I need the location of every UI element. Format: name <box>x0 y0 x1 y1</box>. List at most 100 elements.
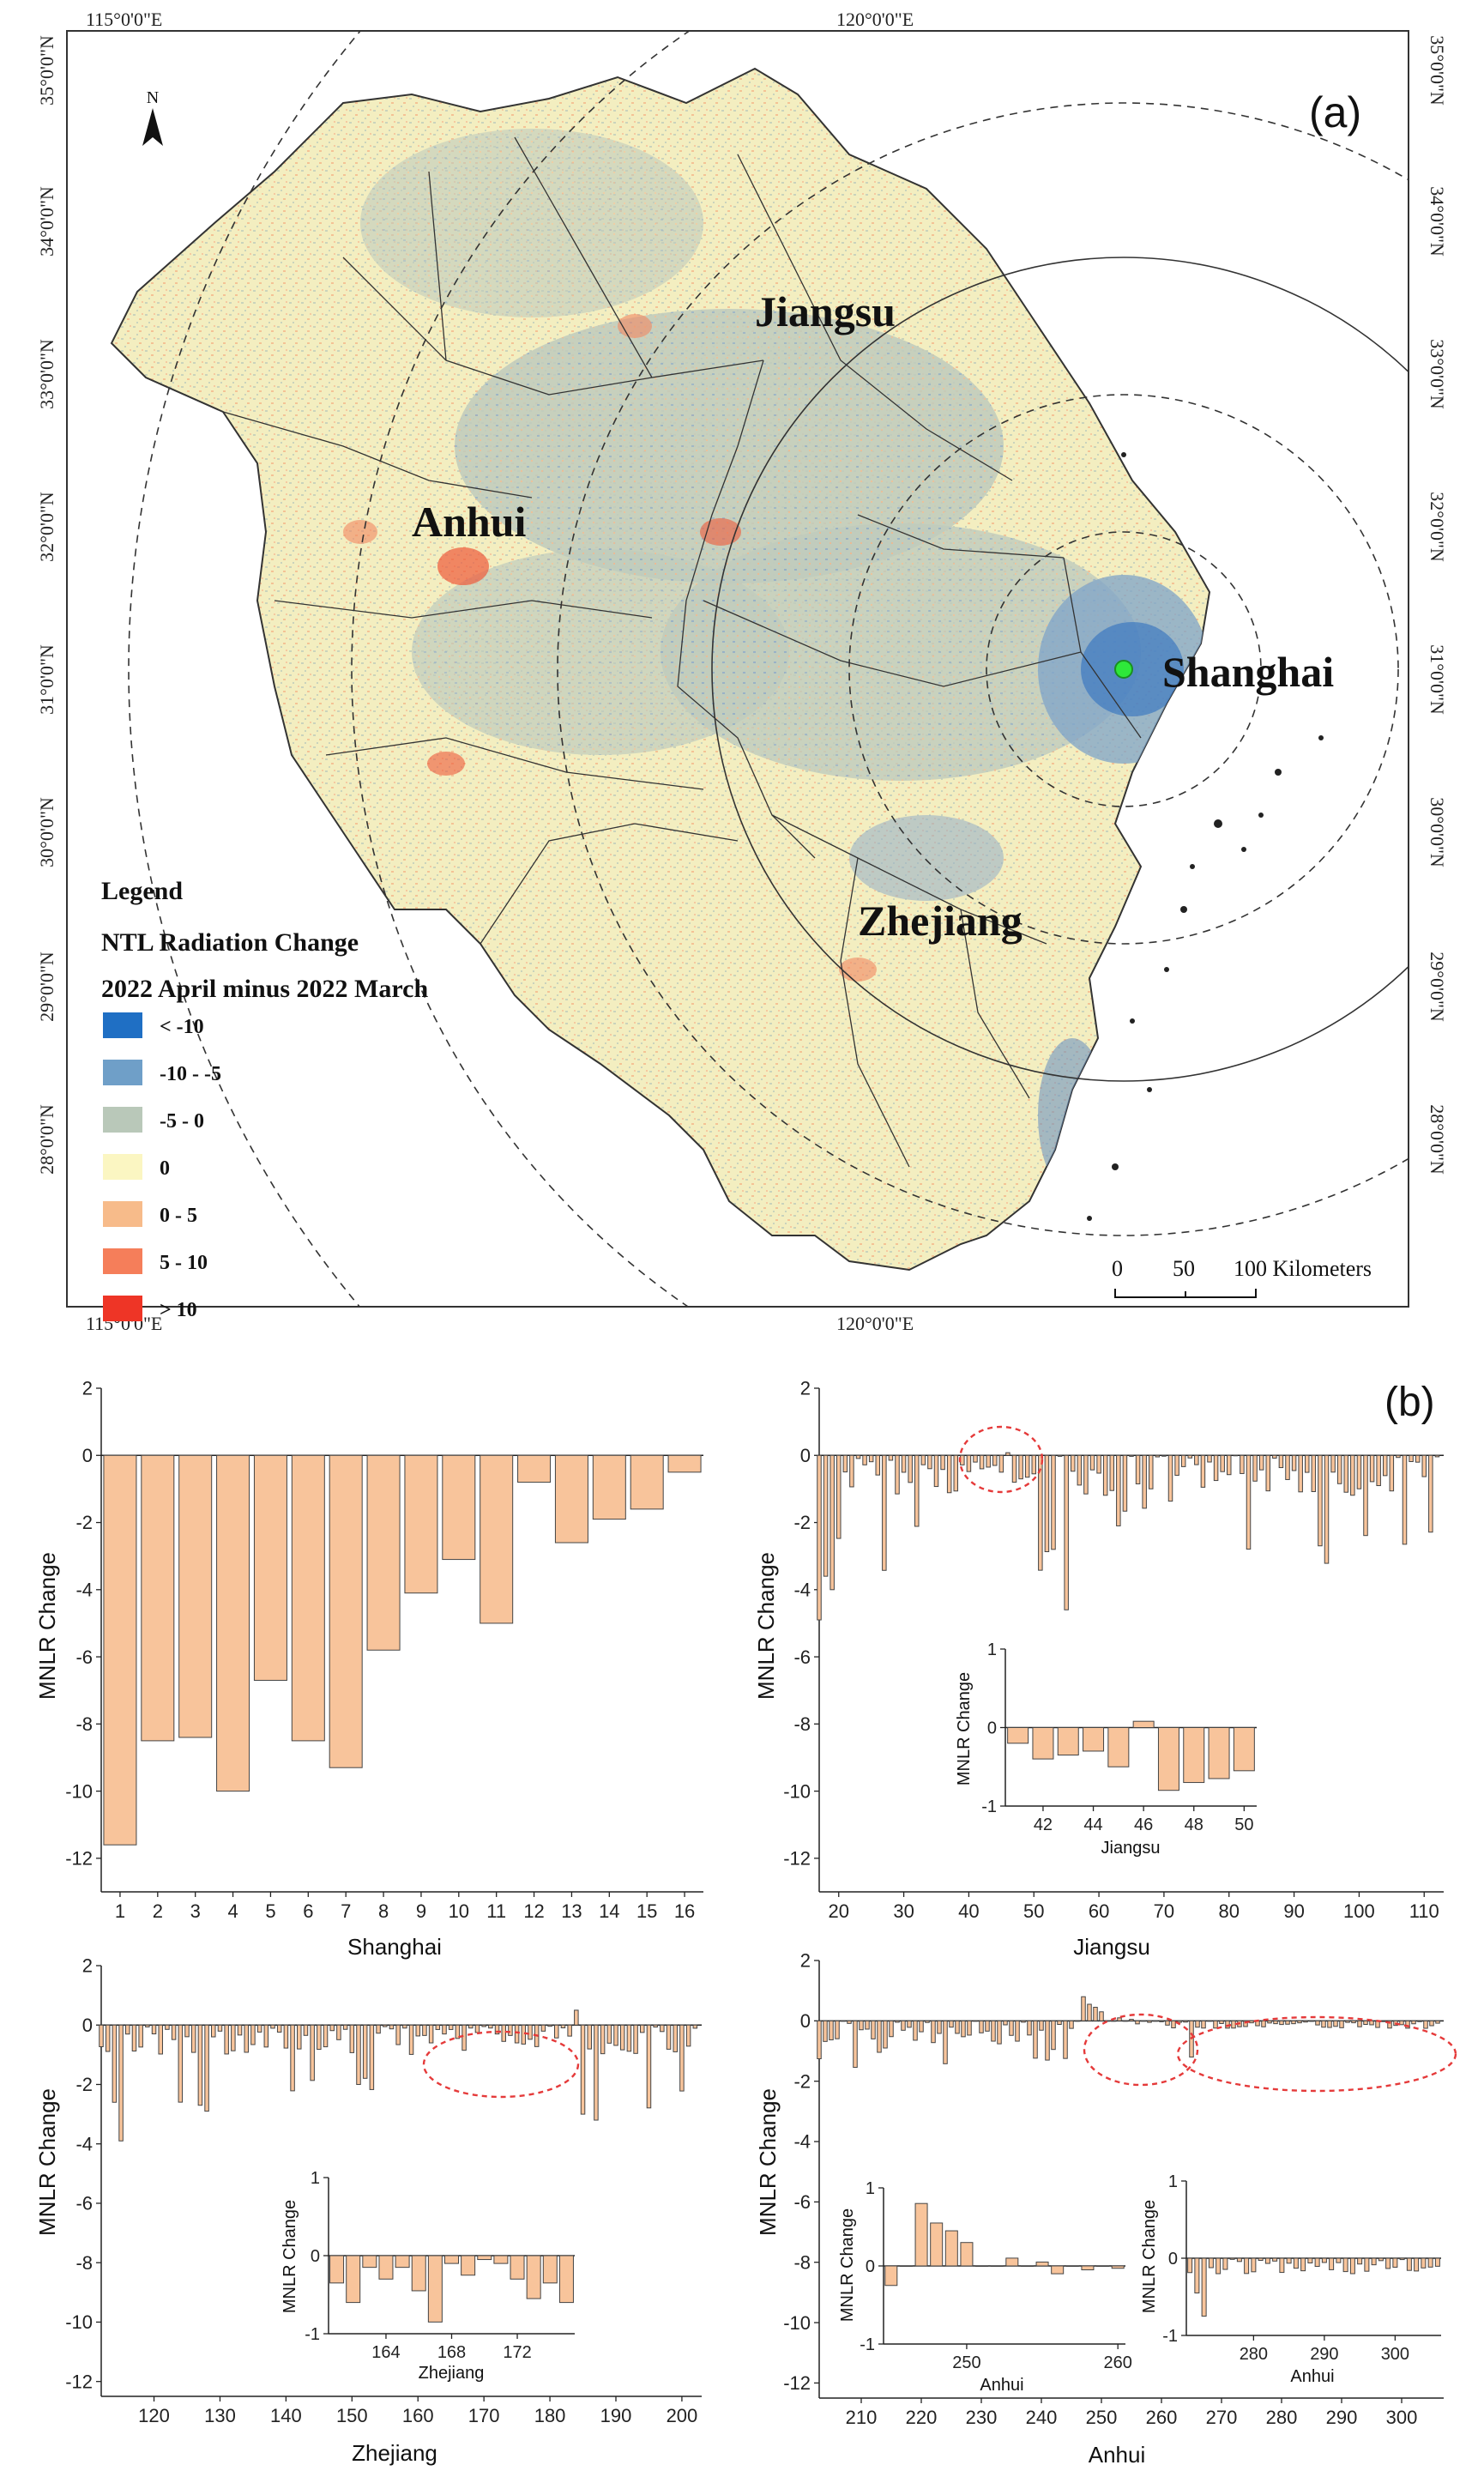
bar <box>1161 1454 1167 1457</box>
bar <box>1278 1454 1284 1469</box>
x-tick-label: 100 <box>1343 1900 1375 1922</box>
bar <box>404 1454 438 1594</box>
bar <box>865 2020 870 2030</box>
lon-label-top-115: 115°0'0"E <box>86 9 162 30</box>
bar <box>937 2020 942 2034</box>
x-tick-label: 10 <box>449 1900 469 1922</box>
y-tick-label: 1 <box>311 2169 320 2188</box>
bar <box>986 1454 991 1468</box>
bar <box>1291 1454 1297 1471</box>
bar <box>317 2024 322 2051</box>
bar <box>991 2020 996 2042</box>
x-tick-label: 290 <box>1310 2345 1338 2364</box>
bar <box>1311 1454 1317 1492</box>
bar <box>1213 1454 1219 1482</box>
bar <box>217 2024 223 2032</box>
x-tick-label: 180 <box>534 2405 566 2426</box>
bar <box>1135 1454 1141 1484</box>
legend-swatch <box>103 1248 142 1274</box>
bar <box>547 2024 552 2027</box>
lat-label-left: 31°0'0"N <box>36 644 57 715</box>
bar <box>594 2024 599 2121</box>
bar <box>99 2024 104 2048</box>
bar <box>1071 1454 1076 1472</box>
inset-xlabel: Zhejiang <box>419 2364 485 2383</box>
x-tick-label: 2 <box>153 1900 163 1922</box>
x-tick-label: 44 <box>1083 1815 1102 1834</box>
bar <box>329 1454 363 1768</box>
bar <box>927 1454 932 1470</box>
bar <box>973 1454 978 1463</box>
bar <box>1350 1454 1355 1496</box>
bar <box>1083 1454 1089 1495</box>
bar <box>895 1454 900 1495</box>
y-tick-label: -4 <box>793 2131 811 2153</box>
bar <box>931 2020 936 2044</box>
bar <box>1324 1454 1330 1564</box>
bar <box>1343 1454 1348 1493</box>
x-tick-label: 240 <box>1026 2407 1058 2428</box>
y-tick-label: 1 <box>866 2179 875 2198</box>
bar <box>1383 1454 1388 1477</box>
bar <box>263 2024 269 2048</box>
x-axis-title-jiangsu: Jiangsu <box>1073 1934 1150 1960</box>
province-label-anhui: Anhui <box>412 498 527 546</box>
inset-ylabel: MNLR Change <box>838 2208 857 2322</box>
bar <box>461 2255 476 2276</box>
bar <box>211 2024 216 2038</box>
bar <box>1035 2261 1049 2267</box>
bar <box>402 2024 407 2029</box>
lat-label-left: 33°0'0"N <box>36 339 57 409</box>
x-tick-label: 4 <box>227 1900 238 1922</box>
bar <box>1273 2020 1278 2025</box>
bar <box>362 2255 377 2269</box>
bar <box>859 2020 864 2031</box>
bar <box>383 2024 388 2027</box>
bar <box>1231 2020 1236 2029</box>
bar <box>1285 2020 1290 2025</box>
bar <box>184 2024 190 2038</box>
bar <box>1015 2020 1020 2042</box>
legend-title: Legend <box>101 877 183 905</box>
bar <box>985 2020 990 2032</box>
x-tick-label: 9 <box>416 1900 426 1922</box>
y-tick-label: 1 <box>987 1640 997 1659</box>
bar <box>1392 2257 1398 2268</box>
lat-label-left: 28°0'0"N <box>36 1104 57 1175</box>
bar <box>103 1454 137 1846</box>
x-tick-label: 70 <box>1154 1900 1174 1922</box>
bar <box>1333 2020 1338 2027</box>
bar <box>1109 1454 1114 1491</box>
legend-class-label: 5 - 10 <box>160 1252 208 1274</box>
bar <box>943 2020 948 2064</box>
bar <box>1369 1454 1375 1483</box>
bar <box>975 2265 989 2267</box>
bar <box>342 2024 348 2030</box>
bar <box>1421 2257 1427 2269</box>
bar <box>1194 1454 1199 1465</box>
bar <box>1116 1454 1121 1526</box>
y-tick-label: -2 <box>75 2074 93 2095</box>
bar <box>574 2009 579 2026</box>
bar <box>1405 2020 1410 2029</box>
legend-class-label: > 10 <box>160 1299 197 1321</box>
bar <box>1240 1454 1245 1474</box>
bar <box>1187 2257 1193 2274</box>
x-tick-label: 172 <box>503 2343 531 2362</box>
bar <box>1261 2020 1266 2027</box>
bar <box>1135 2020 1140 2025</box>
y-tick-label: -4 <box>75 2133 93 2154</box>
bar <box>907 2020 912 2028</box>
inset-xlabel: Jiangsu <box>1101 1839 1161 1858</box>
bar <box>197 2024 203 2106</box>
bar <box>1064 1454 1069 1610</box>
bar <box>291 1454 325 1742</box>
bar <box>1378 2257 1384 2262</box>
bar <box>1327 2020 1332 2028</box>
bar <box>946 1454 952 1494</box>
bar <box>1005 2257 1019 2267</box>
bar <box>558 2255 574 2304</box>
bar <box>131 2024 137 2051</box>
bar <box>901 2020 906 2031</box>
